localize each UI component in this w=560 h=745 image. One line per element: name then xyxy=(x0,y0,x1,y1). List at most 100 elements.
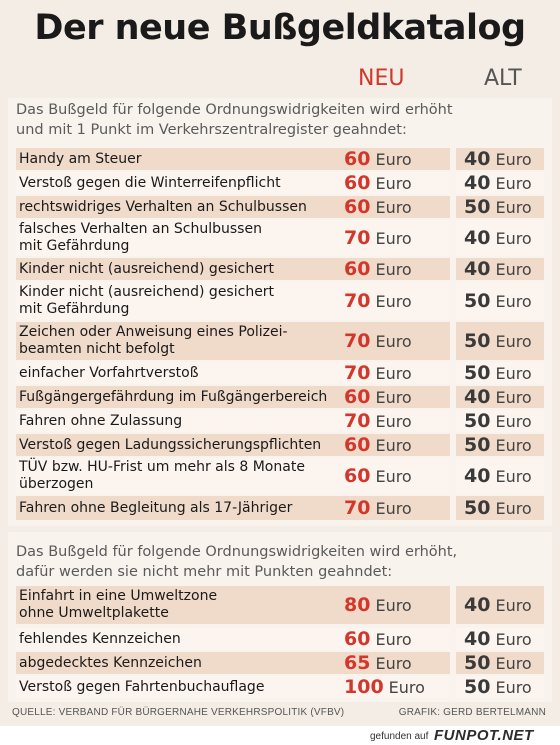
offense-label-line2: mit Gefährdung xyxy=(19,301,130,317)
table-row: falsches Verhalten an Schulbussen mit Gef… xyxy=(16,220,544,256)
fine-old: 50 Euro xyxy=(456,652,544,674)
fine-new-value: 60 xyxy=(344,628,371,650)
watermark-brand: FUNPOT.NET xyxy=(434,727,534,744)
fine-old-unit: Euro xyxy=(495,259,532,279)
offense-label: fehlendes Kennzeichen xyxy=(16,628,340,650)
fine-new: 100 Euro xyxy=(340,676,450,698)
offense-label-line1: Fahren ohne Begleitung als 17-Jähriger xyxy=(19,499,293,516)
column-header-neu: NEU xyxy=(358,66,405,91)
fine-old-value: 50 xyxy=(464,330,491,352)
fine-new-value: 60 xyxy=(344,196,371,218)
fine-new: 60 Euro xyxy=(340,148,450,170)
fine-new: 60 Euro xyxy=(340,434,450,456)
offense-label: abgedecktes Kennzeichen xyxy=(16,652,340,674)
fine-old: 40 Euro xyxy=(456,628,544,650)
table-row: Verstoß gegen Fahrtenbuchauflage 100 Euro 5… xyxy=(16,676,544,698)
offense-label-line1: falsches Verhalten an Schulbussen xyxy=(19,221,262,237)
fine-new-value: 70 xyxy=(344,497,371,519)
fine-new: 60 Euro xyxy=(340,628,450,650)
fine-new-value: 70 xyxy=(344,227,371,249)
fine-old-value: 50 xyxy=(464,290,491,312)
table-row: TÜV bzw. HU-Frist um mehr als 8 Monate üb… xyxy=(16,458,544,494)
offense-label-line1: Kinder nicht (ausreichend) gesichert xyxy=(19,260,275,277)
table-row: Verstoß gegen Ladungssicherungspflichten… xyxy=(16,434,544,456)
fine-old-unit: Euro xyxy=(495,498,532,518)
offense-label-line2: ohne Umweltplakette xyxy=(19,605,169,621)
fine-new: 70 Euro xyxy=(340,410,450,432)
fine-new: 60 Euro xyxy=(340,386,450,408)
fine-new-unit: Euro xyxy=(375,331,412,351)
section1-intro: Das Bußgeld für folgende Ordnungswidrigk… xyxy=(16,100,453,140)
fine-old-value: 50 xyxy=(464,196,491,218)
fine-old: 50 Euro xyxy=(456,196,544,218)
source-note: QUELLE: VERBAND FÜR BÜRGERNAHE VERKEHRSP… xyxy=(12,707,345,718)
table-row: Verstoß gegen die Winterreifenpflicht 60 E… xyxy=(16,172,544,194)
fine-new-unit: Euro xyxy=(375,411,412,431)
fine-old-value: 50 xyxy=(464,497,491,519)
fine-old: 40 Euro xyxy=(456,220,544,256)
fine-new-unit: Euro xyxy=(375,498,412,518)
offense-label: Verstoß gegen die Winterreifenpflicht xyxy=(16,172,340,194)
fine-old-unit: Euro xyxy=(495,149,532,169)
fine-old-value: 50 xyxy=(464,410,491,432)
offense-label-line1: Fußgängergefährdung im Fußgängerbereich xyxy=(19,388,328,405)
fine-new-unit: Euro xyxy=(375,435,412,455)
fine-old-unit: Euro xyxy=(495,331,532,351)
fine-old-value: 40 xyxy=(464,465,491,487)
fine-new-unit: Euro xyxy=(375,259,412,279)
fine-new: 70 Euro xyxy=(340,220,450,256)
fine-old-unit: Euro xyxy=(495,197,532,217)
fine-old: 40 Euro xyxy=(456,458,544,494)
fine-new-value: 100 xyxy=(344,676,384,698)
credit-note: GRAFIK: GERD BERTELMANN xyxy=(398,707,546,718)
fine-old: 40 Euro xyxy=(456,258,544,280)
offense-label-line1: Zeichen oder Anweisung eines Polizei- xyxy=(19,324,288,340)
table-row: Handy am Steuer 60 Euro 40 Euro xyxy=(16,148,544,170)
fine-old-value: 40 xyxy=(464,148,491,170)
fine-old-unit: Euro xyxy=(495,466,532,486)
table-row: Fahren ohne Begleitung als 17-Jähriger 70… xyxy=(16,496,544,520)
offense-label: Handy am Steuer xyxy=(16,148,340,170)
table-row: Zeichen oder Anweisung eines Polizei-bea… xyxy=(16,322,544,360)
fine-new-value: 60 xyxy=(344,172,371,194)
fine-new-value: 60 xyxy=(344,148,371,170)
section1-intro-line2: und mit 1 Punkt im Verkehrszentralregist… xyxy=(16,122,407,138)
fine-new: 70 Euro xyxy=(340,362,450,384)
fine-new: 80 Euro xyxy=(340,586,450,624)
fine-new: 60 Euro xyxy=(340,258,450,280)
watermark-text: gefunden auf xyxy=(370,731,429,742)
fine-old: 50 Euro xyxy=(456,362,544,384)
fine-old: 50 Euro xyxy=(456,410,544,432)
fine-new-unit: Euro xyxy=(375,629,412,649)
fine-new: 70 Euro xyxy=(340,282,450,320)
fine-old: 40 Euro xyxy=(456,586,544,624)
fine-old: 50 Euro xyxy=(456,322,544,360)
fine-new-unit: Euro xyxy=(375,197,412,217)
fine-old-unit: Euro xyxy=(495,595,532,615)
section2-intro: Das Bußgeld für folgende Ordnungswidrigk… xyxy=(16,542,457,582)
fine-new-value: 60 xyxy=(344,258,371,280)
offense-label-line1: Fahren ohne Zulassung xyxy=(19,412,183,429)
fine-new-value: 70 xyxy=(344,290,371,312)
column-header-alt: ALT xyxy=(484,66,522,91)
fine-new-value: 65 xyxy=(344,652,371,674)
offense-label: Kinder nicht (ausreichend) gesichert mit … xyxy=(16,282,340,320)
offense-label: Fahren ohne Begleitung als 17-Jähriger xyxy=(16,496,340,520)
offense-label-line1: abgedecktes Kennzeichen xyxy=(19,654,202,671)
offense-label-line1: rechtswidriges Verhalten an Schulbussen xyxy=(19,198,307,215)
fine-new: 70 Euro xyxy=(340,496,450,520)
table-row: abgedecktes Kennzeichen 65 Euro 50 Euro xyxy=(16,652,544,674)
fine-old: 50 Euro xyxy=(456,282,544,320)
offense-label-line2: überzogen xyxy=(19,476,94,492)
fine-new: 60 Euro xyxy=(340,458,450,494)
fine-old-unit: Euro xyxy=(495,677,532,697)
fine-old-value: 50 xyxy=(464,676,491,698)
fine-new-unit: Euro xyxy=(375,228,412,248)
table-row: Einfahrt in eine Umweltzone ohne Umweltpl… xyxy=(16,586,544,624)
fine-old-unit: Euro xyxy=(495,228,532,248)
offense-label-line1: Einfahrt in eine Umweltzone xyxy=(19,588,218,604)
fine-old-value: 40 xyxy=(464,172,491,194)
fine-new-unit: Euro xyxy=(375,466,412,486)
table-row: Kinder nicht (ausreichend) gesichert mit … xyxy=(16,282,544,320)
offense-label-line1: fehlendes Kennzeichen xyxy=(19,630,181,647)
